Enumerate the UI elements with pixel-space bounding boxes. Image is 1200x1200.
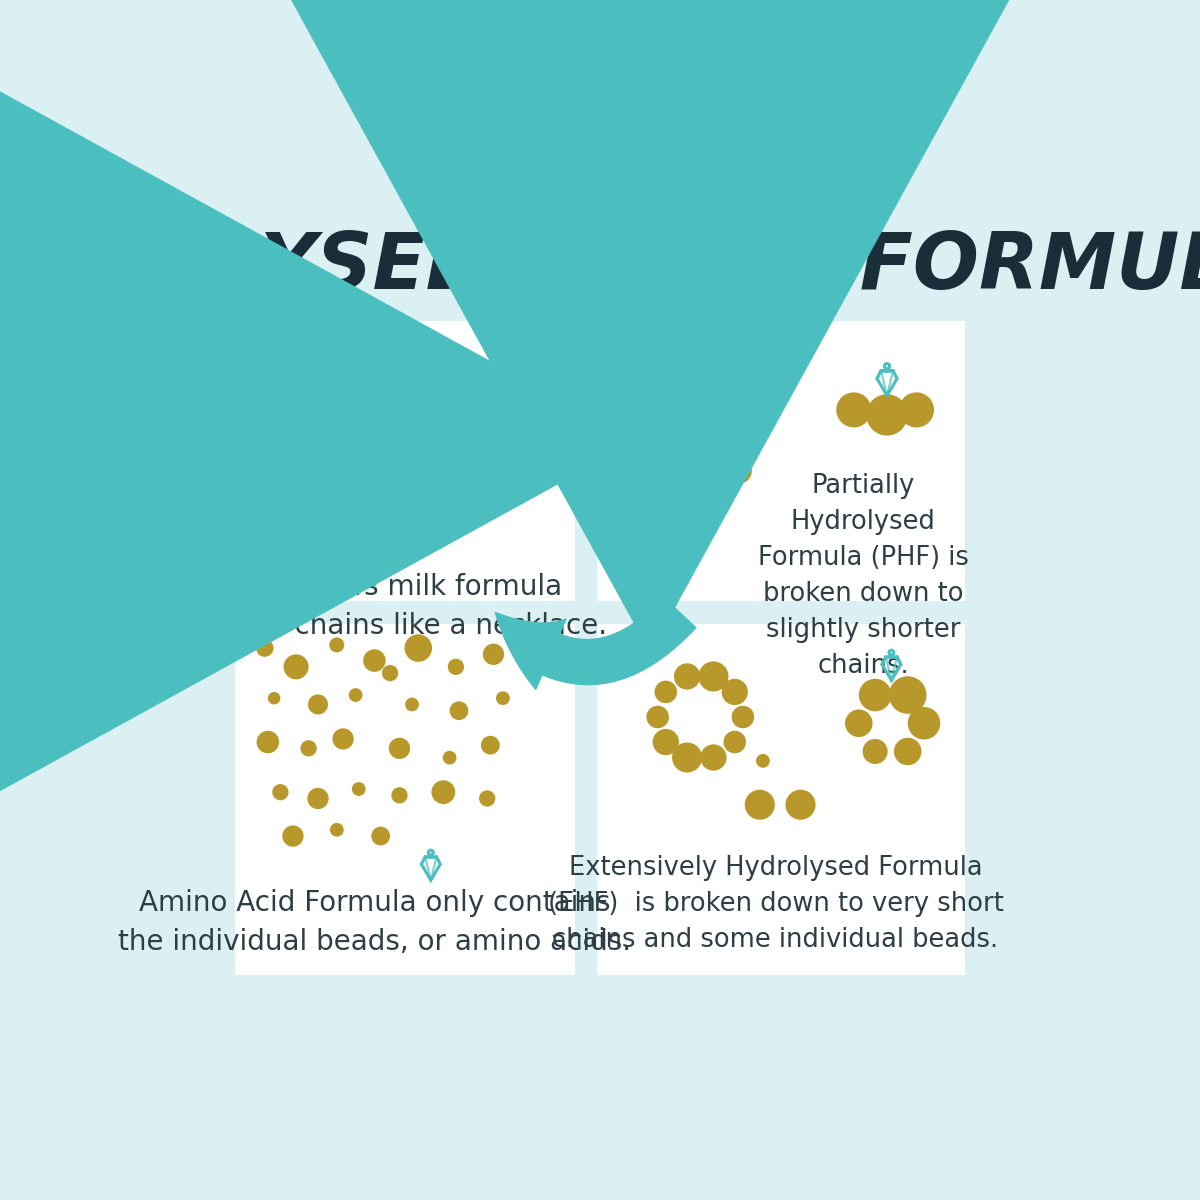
Circle shape — [481, 736, 499, 755]
Circle shape — [300, 740, 317, 756]
Circle shape — [642, 374, 673, 406]
Circle shape — [330, 823, 343, 836]
Circle shape — [866, 395, 907, 436]
Circle shape — [408, 352, 428, 372]
Circle shape — [653, 728, 679, 755]
Circle shape — [702, 374, 733, 406]
Circle shape — [301, 496, 336, 530]
Circle shape — [448, 659, 464, 674]
Circle shape — [382, 665, 398, 682]
Circle shape — [391, 787, 408, 804]
Circle shape — [282, 475, 314, 508]
Circle shape — [329, 637, 344, 653]
Circle shape — [451, 420, 479, 449]
Circle shape — [445, 392, 470, 419]
Circle shape — [863, 739, 888, 764]
Text: Standard cows milk formula
has protein chains like a necklace.: Standard cows milk formula has protein c… — [130, 572, 607, 640]
Circle shape — [430, 368, 454, 392]
Circle shape — [282, 826, 304, 847]
Circle shape — [889, 677, 926, 714]
Circle shape — [907, 707, 941, 739]
Circle shape — [703, 479, 731, 506]
Circle shape — [278, 392, 304, 419]
Circle shape — [698, 661, 728, 691]
Circle shape — [283, 654, 308, 679]
Text: Partially
Hydrolysed
Formula (PHF) is
broken down to
slightly shorter
chains.: Partially Hydrolysed Formula (PHF) is br… — [757, 473, 968, 678]
Circle shape — [726, 397, 754, 425]
Circle shape — [271, 449, 301, 479]
Circle shape — [671, 365, 704, 398]
Circle shape — [349, 688, 362, 702]
Text: Amino Acid Formula only contains
the individual beads, or amino acids.: Amino Acid Formula only contains the ind… — [118, 889, 631, 956]
FancyBboxPatch shape — [598, 320, 965, 601]
Circle shape — [320, 352, 341, 372]
Circle shape — [413, 496, 448, 530]
Circle shape — [745, 790, 775, 820]
Circle shape — [268, 692, 281, 704]
FancyBboxPatch shape — [598, 624, 965, 976]
FancyArrowPatch shape — [496, 598, 696, 689]
Circle shape — [654, 680, 677, 703]
Circle shape — [385, 509, 422, 546]
FancyBboxPatch shape — [235, 624, 575, 976]
Circle shape — [450, 701, 468, 720]
Circle shape — [623, 397, 650, 425]
Circle shape — [364, 649, 385, 672]
Circle shape — [326, 509, 364, 546]
Circle shape — [894, 738, 922, 766]
Circle shape — [672, 485, 703, 516]
Circle shape — [899, 392, 934, 427]
Circle shape — [389, 738, 410, 758]
Circle shape — [295, 368, 319, 392]
Circle shape — [674, 664, 701, 690]
Circle shape — [307, 787, 329, 809]
Circle shape — [406, 697, 419, 712]
Circle shape — [732, 706, 754, 728]
Circle shape — [308, 695, 328, 714]
Circle shape — [272, 784, 288, 800]
Circle shape — [672, 743, 702, 773]
Circle shape — [443, 751, 456, 764]
Circle shape — [644, 479, 672, 506]
Circle shape — [404, 635, 432, 662]
Circle shape — [448, 449, 478, 479]
Circle shape — [845, 709, 872, 737]
Circle shape — [434, 475, 467, 508]
Circle shape — [270, 420, 298, 449]
Circle shape — [701, 744, 726, 770]
Circle shape — [616, 428, 641, 454]
Circle shape — [647, 706, 668, 728]
Circle shape — [479, 791, 496, 806]
Circle shape — [482, 643, 504, 665]
Circle shape — [371, 827, 390, 846]
Circle shape — [256, 640, 274, 656]
Circle shape — [734, 428, 760, 454]
Circle shape — [332, 728, 354, 750]
Circle shape — [724, 731, 746, 754]
Circle shape — [721, 679, 748, 706]
Circle shape — [257, 731, 280, 754]
Text: Extensively Hydrolysed Formula
(EHF)  is broken down to very short
chains and so: Extensively Hydrolysed Formula (EHF) is … — [547, 854, 1003, 953]
Circle shape — [349, 342, 368, 361]
Circle shape — [859, 679, 892, 712]
FancyBboxPatch shape — [235, 320, 575, 601]
Circle shape — [496, 691, 510, 706]
Circle shape — [352, 782, 366, 796]
Circle shape — [727, 458, 752, 484]
Text: HYDROLYSED INFANT FORMULA: HYDROLYSED INFANT FORMULA — [0, 229, 1200, 305]
Circle shape — [836, 392, 871, 427]
Circle shape — [624, 458, 649, 484]
Circle shape — [786, 790, 816, 820]
Circle shape — [756, 754, 770, 768]
Circle shape — [354, 512, 395, 552]
Circle shape — [432, 780, 455, 804]
